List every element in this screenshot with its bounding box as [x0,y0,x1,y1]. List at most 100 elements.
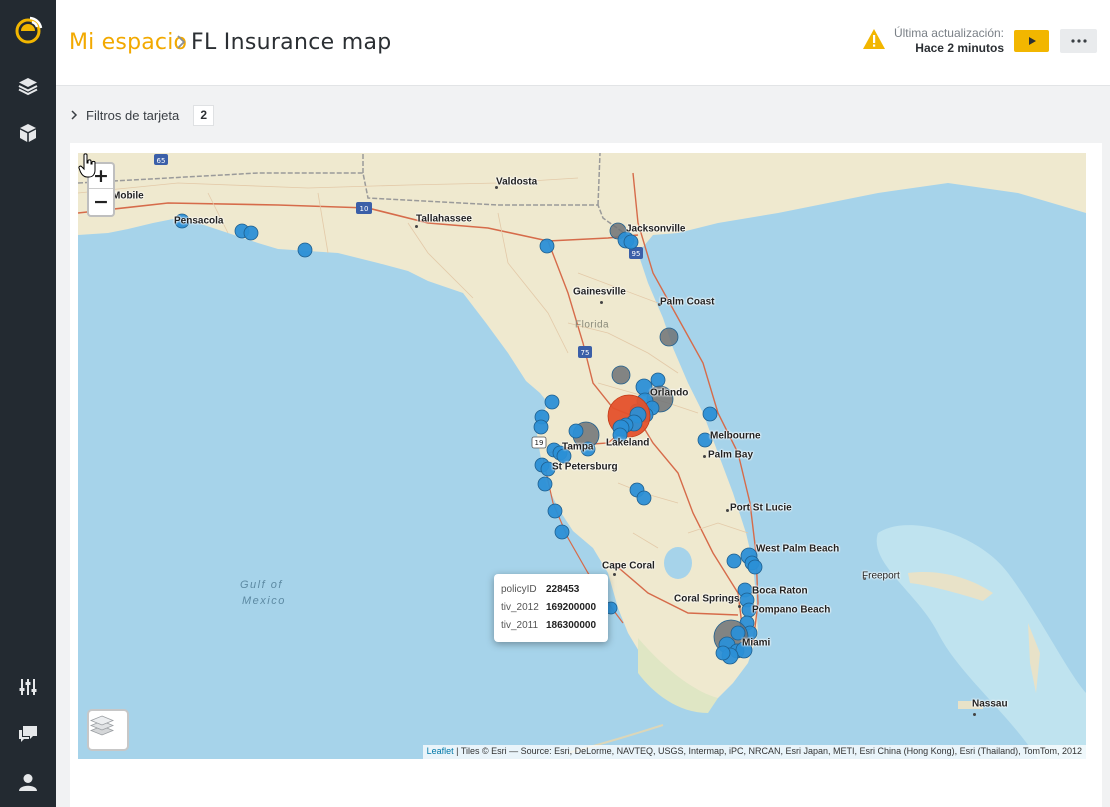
place-dot [415,225,418,228]
place-port-st-lucie: Port St Lucie [730,502,792,514]
place-pensacola: Pensacola [174,215,224,227]
layers-control-button[interactable] [87,709,129,751]
place-pompano-beach: Pompano Beach [752,604,831,616]
card-filters-toggle[interactable]: Filtros de tarjeta 2 [70,104,215,126]
policy-marker[interactable] [540,461,556,477]
policy-marker[interactable] [544,394,560,410]
map-card: 65 10 75 95 19 [70,143,1102,807]
policy-marker[interactable] [537,476,553,492]
leaflet-link[interactable]: Leaflet [426,746,454,756]
policy-marker[interactable] [715,645,731,661]
policy-marker[interactable] [735,641,753,659]
popup-value: 169200000 [546,601,597,613]
policy-marker[interactable] [611,365,631,385]
update-label: Última actualización: [893,26,1004,40]
play-icon [1028,37,1036,45]
popup-value: 228453 [546,583,580,595]
map-attribution: Leaflet | Tiles © Esri — Source: Esri, D… [422,745,1086,759]
sidebar-item-user[interactable] [0,760,56,804]
svg-text:19: 19 [535,439,544,447]
policy-marker[interactable] [174,213,190,229]
header: Mi espacio FL Insurance map Última actua… [56,0,1110,86]
policy-marker[interactable] [547,503,563,519]
zoom-out-button[interactable]: − [93,190,109,213]
place-mobile: Mobile [112,190,144,202]
place-palm-coast: Palm Coast [660,296,715,308]
place-palm-bay: Palm Bay [708,449,754,461]
place-nassau: Nassau [972,698,1008,710]
place-valdosta: Valdosta [496,176,538,188]
place-cape-coral: Cape Coral [602,560,655,572]
hand-cursor-icon [78,153,96,178]
logo-icon [15,16,43,44]
main: Mi espacio FL Insurance map Última actua… [56,0,1110,807]
place-lakeland: Lakeland [606,437,650,449]
place-dot [863,577,866,580]
logo-button[interactable] [0,8,56,52]
refresh-play-button[interactable] [1014,30,1049,52]
sidebar-item-cube[interactable] [0,111,56,155]
place-dot [703,455,706,458]
sidebar [0,0,56,807]
filters-count-badge: 2 [193,104,215,126]
breadcrumb-separator-icon [177,35,186,49]
policy-marker[interactable] [554,524,570,540]
svg-text:10: 10 [360,205,369,213]
attribution-text: | Tiles © Esri — Source: Esri, DeLorme, … [453,746,1082,756]
policy-marker[interactable] [747,559,763,575]
user-icon [19,774,37,791]
sidebar-item-layers[interactable] [0,64,56,108]
sidebar-item-settings[interactable] [0,665,56,709]
marker-popup: policyID 228453 tiv_2012 169200000 tiv_2… [494,574,608,642]
policy-marker[interactable] [702,406,718,422]
policy-marker[interactable] [612,427,628,443]
place-gulf-line2: Mexico [242,595,286,607]
policy-marker[interactable] [297,242,313,258]
policy-marker[interactable] [568,423,584,439]
popup-key: tiv_2012 [501,601,539,613]
road-shields: 65 10 75 95 19 [154,154,643,449]
place-florida: Florida [575,319,610,331]
policy-marker[interactable] [730,625,746,641]
place-dot [613,573,616,576]
cube-icon [20,124,36,142]
place-dot [738,605,741,608]
place-miami: Miami [742,637,771,649]
place-dot [973,713,976,716]
popup-row: policyID 228453 [501,580,601,598]
policy-marker[interactable] [697,432,713,448]
place-jacksonville: Jacksonville [626,223,686,235]
place-gainesville: Gainesville [573,286,626,298]
chat-icon [19,726,37,742]
sidebar-item-chat[interactable] [0,712,56,756]
update-value: Hace 2 minutos [915,41,1004,55]
popup-row: tiv_2011 186300000 [501,616,601,634]
place-west-palm-beach: West Palm Beach [756,543,840,555]
more-options-button[interactable] [1060,29,1097,53]
page-title: FL Insurance map [191,30,392,55]
policy-marker[interactable] [533,419,549,435]
svg-text:65: 65 [157,157,166,165]
policy-marker[interactable] [556,448,572,464]
layers-icon [18,78,38,96]
policy-marker[interactable] [650,372,666,388]
policy-marker[interactable] [243,225,259,241]
policy-marker[interactable] [580,441,596,457]
place-dot [726,509,729,512]
zoom-in-button[interactable]: + [89,164,113,189]
filters-label: Filtros de tarjeta [86,107,180,123]
policy-markers[interactable] [174,213,763,665]
policy-marker[interactable] [636,490,652,506]
layers-icon [89,715,115,736]
chevron-right-icon [71,110,78,120]
place-st-petersburg: St Petersburg [552,461,618,473]
breadcrumb-root[interactable]: Mi espacio [69,30,188,55]
policy-marker[interactable] [726,553,742,569]
place-dot [495,186,498,189]
policy-marker[interactable] [539,238,555,254]
policy-marker[interactable] [623,234,639,250]
policy-marker[interactable] [659,327,679,347]
place-orlando: Orlando [650,387,689,399]
place-boca-raton: Boca Raton [752,585,808,597]
map-view[interactable]: 65 10 75 95 19 [78,153,1086,759]
